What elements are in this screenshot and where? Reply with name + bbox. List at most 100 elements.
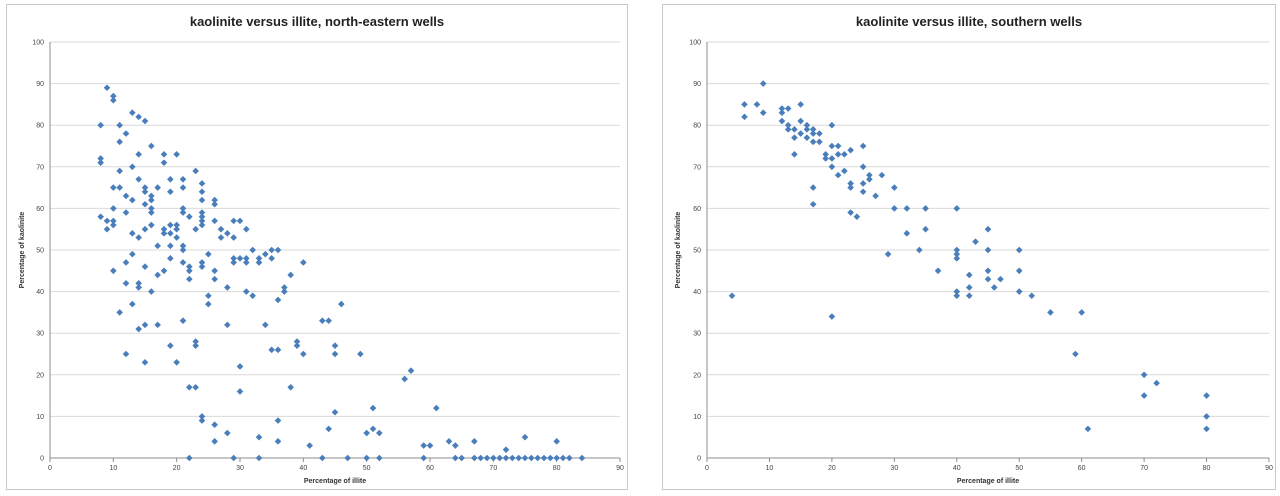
y-tick-label: 80 (693, 123, 701, 130)
data-point (344, 454, 351, 462)
x-tick-label: 10 (766, 465, 774, 472)
data-point (217, 225, 225, 233)
data-point (167, 188, 174, 196)
data-point (984, 246, 992, 254)
data-point (179, 317, 187, 325)
data-point (369, 404, 377, 412)
data-point (809, 126, 817, 133)
data-point (1015, 267, 1023, 275)
data-point (293, 342, 301, 349)
data-point (287, 383, 294, 391)
data-point (521, 454, 529, 462)
data-point (300, 350, 307, 358)
data-point (847, 146, 854, 154)
data-point (972, 238, 979, 245)
x-tick-label: 60 (426, 465, 434, 472)
data-point (224, 429, 231, 437)
data-point (847, 180, 854, 187)
data-point (376, 429, 383, 437)
data-point (420, 454, 427, 462)
x-tick-label: 20 (828, 465, 836, 472)
y-tick-label: 20 (36, 372, 44, 379)
data-point (135, 279, 142, 287)
data-point (376, 454, 383, 462)
data-point (325, 317, 332, 325)
x-tick-label: 30 (236, 465, 244, 472)
data-point (934, 267, 942, 275)
data-point (791, 134, 798, 141)
data-point (828, 155, 836, 162)
data-point (110, 92, 117, 100)
data-point (230, 234, 237, 241)
data-point (129, 109, 136, 117)
data-point (148, 205, 155, 212)
data-point (160, 225, 168, 233)
data-point (1015, 246, 1023, 254)
data-point (211, 217, 218, 225)
data-point (300, 259, 307, 266)
y-tick-label: 70 (36, 164, 44, 171)
y-tick-label: 60 (36, 206, 44, 213)
data-point (116, 167, 123, 175)
data-point (97, 121, 104, 129)
data-point (262, 321, 269, 329)
y-tick-label: 10 (36, 414, 44, 421)
data-point (953, 205, 961, 212)
data-point (791, 151, 798, 158)
data-point (859, 163, 867, 171)
x-tick-label: 60 (1078, 465, 1086, 472)
data-point (198, 417, 206, 424)
chart-title: kaolinite versus illite, southern wells (856, 14, 1082, 29)
data-point (97, 155, 104, 162)
data-point (953, 288, 961, 295)
data-point (198, 213, 206, 221)
data-point (515, 454, 522, 462)
data-point (249, 246, 256, 254)
data-point (205, 292, 212, 300)
y-tick-label: 20 (693, 372, 701, 379)
data-point (553, 454, 560, 462)
data-point (990, 284, 998, 291)
data-point (224, 284, 231, 291)
y-axis-label: Percentage of kaolinite (675, 212, 682, 289)
data-point (458, 454, 465, 462)
data-point (521, 433, 529, 441)
data-point (255, 433, 263, 441)
data-point (841, 167, 848, 175)
data-point (186, 383, 193, 391)
data-point (116, 309, 123, 316)
data-point (822, 155, 829, 162)
x-tick-label: 40 (299, 465, 307, 472)
data-point (274, 346, 282, 354)
data-point (141, 117, 149, 125)
data-point (338, 300, 345, 308)
data-point (891, 184, 898, 191)
data-point (834, 142, 842, 150)
data-point (953, 246, 961, 254)
data-point (198, 188, 206, 196)
data-point (984, 225, 992, 233)
x-tick-label: 30 (890, 465, 898, 472)
data-point (129, 300, 136, 308)
data-point (916, 246, 923, 254)
data-point (122, 259, 130, 266)
x-tick-label: 10 (109, 465, 117, 472)
data-point (211, 267, 218, 275)
data-point (141, 225, 149, 233)
data-point (179, 246, 187, 254)
data-point (287, 271, 294, 279)
data-point (192, 167, 199, 175)
data-point (319, 454, 326, 462)
data-point (268, 346, 275, 354)
data-point (407, 367, 415, 374)
data-point (401, 375, 408, 383)
data-point (198, 209, 206, 216)
data-point (243, 225, 250, 233)
data-point (230, 259, 237, 266)
data-point (135, 234, 142, 241)
data-point (452, 442, 459, 449)
data-point (490, 454, 497, 462)
chart-panel-southern: kaolinite versus illite, southern wells 0… (662, 4, 1276, 490)
data-point (198, 221, 206, 229)
y-tick-label: 60 (693, 206, 701, 213)
